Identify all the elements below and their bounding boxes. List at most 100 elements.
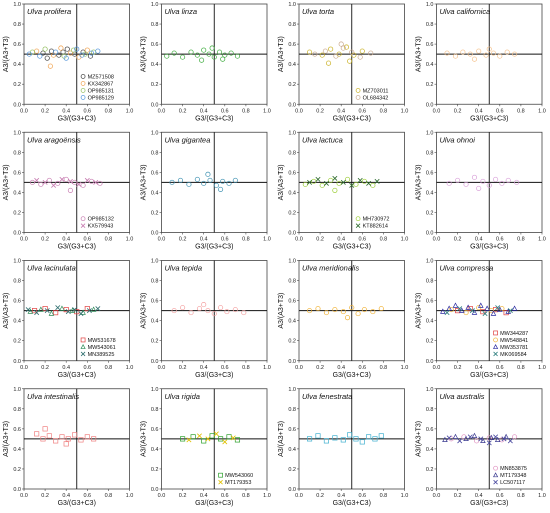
data-point bbox=[206, 51, 212, 57]
x-tick-label: 1.0 bbox=[126, 108, 134, 114]
y-tick-label: 0.2 bbox=[13, 339, 21, 345]
data-point bbox=[355, 88, 361, 93]
data-point bbox=[455, 177, 461, 183]
data-point bbox=[84, 434, 90, 440]
data-point bbox=[213, 182, 219, 188]
y-tick-label: 0.2 bbox=[426, 210, 434, 216]
x-tick-label: 0.0 bbox=[295, 365, 303, 371]
data-point bbox=[512, 434, 518, 440]
data-point bbox=[80, 351, 86, 357]
data-point bbox=[486, 182, 492, 188]
data-point bbox=[338, 41, 344, 47]
y-tick-label: 0.4 bbox=[151, 190, 159, 196]
data-point bbox=[67, 50, 73, 56]
series-1 bbox=[169, 171, 238, 192]
x-tick-label: 0.4 bbox=[62, 365, 70, 371]
data-point bbox=[440, 308, 446, 314]
data-point bbox=[490, 310, 497, 316]
legend-label: MW548841 bbox=[500, 338, 528, 344]
x-tick-label: 0.0 bbox=[433, 365, 441, 371]
data-point bbox=[311, 178, 317, 184]
x-tick-label: 0.4 bbox=[337, 237, 345, 243]
data-point bbox=[493, 337, 498, 343]
data-point bbox=[302, 181, 308, 187]
x-axis-label: G3/(G3+C3) bbox=[195, 244, 233, 251]
x-tick-label: 0.6 bbox=[496, 493, 504, 499]
legend-label: MH730972 bbox=[363, 217, 390, 223]
series-3 bbox=[440, 302, 518, 316]
data-point bbox=[82, 51, 88, 57]
data-point bbox=[471, 56, 478, 62]
y-tick-label: 0.8 bbox=[13, 279, 21, 285]
x-tick-label: 0.2 bbox=[179, 365, 187, 371]
y-axis-label: A3/(A3+T3) bbox=[278, 36, 285, 72]
y-tick-label: 0.0 bbox=[288, 102, 296, 108]
data-point bbox=[457, 438, 463, 444]
data-point bbox=[211, 311, 217, 317]
y-tick-label: 0.0 bbox=[426, 359, 434, 365]
data-point bbox=[53, 310, 59, 316]
data-point bbox=[230, 435, 236, 441]
data-point bbox=[467, 51, 473, 57]
series-3 bbox=[25, 305, 101, 317]
y-tick-label: 0.0 bbox=[13, 231, 21, 237]
data-point bbox=[65, 309, 71, 315]
y-tick-label: 0.4 bbox=[426, 447, 434, 453]
data-point bbox=[46, 177, 52, 183]
data-point bbox=[228, 50, 234, 56]
y-tick-label: 0.2 bbox=[426, 339, 434, 345]
panel-16: 0.00.0 0.2 0.2 0.4 0.4 0.6 0.6 0.8 0.8 1.0 1.0 G3/(… bbox=[416, 387, 546, 507]
x-tick-label: 0.8 bbox=[517, 493, 525, 499]
data-point bbox=[493, 465, 498, 471]
data-point bbox=[355, 216, 361, 222]
y-axis-label: A3/(A3+T3) bbox=[3, 36, 10, 72]
data-point bbox=[29, 49, 35, 55]
data-point bbox=[493, 434, 499, 440]
data-point bbox=[44, 55, 50, 61]
panel-title: Ulva lacinulata bbox=[27, 264, 76, 273]
data-point bbox=[201, 302, 207, 308]
x-tick-label: 0.4 bbox=[475, 108, 483, 114]
data-point bbox=[222, 439, 228, 445]
y-tick-label: 0.6 bbox=[151, 427, 159, 433]
data-point bbox=[366, 434, 372, 440]
y-tick-label: 0.4 bbox=[288, 319, 296, 325]
panel-title: Ulva aragoënsis bbox=[27, 135, 81, 144]
data-point bbox=[378, 306, 384, 312]
x-tick-label: 0.8 bbox=[380, 237, 388, 243]
data-point bbox=[80, 182, 86, 188]
x-tick-label: 0.6 bbox=[83, 365, 91, 371]
data-point bbox=[340, 309, 346, 315]
legend-label: OL684342 bbox=[363, 95, 389, 101]
y-tick-label: 0.2 bbox=[151, 82, 159, 88]
data-point bbox=[97, 180, 103, 186]
x-tick-label: 0.6 bbox=[83, 237, 91, 243]
legend-label: MZ571508 bbox=[88, 74, 114, 80]
x-tick-label: 0.6 bbox=[496, 108, 504, 114]
x-tick-label: 0.6 bbox=[83, 493, 91, 499]
y-tick-label: 0.8 bbox=[426, 279, 434, 285]
x-tick-label: 1.0 bbox=[126, 493, 134, 499]
data-point bbox=[459, 307, 465, 313]
x-tick-label: 0.8 bbox=[242, 237, 250, 243]
y-tick-label: 0.6 bbox=[13, 427, 21, 433]
data-point bbox=[471, 309, 478, 315]
data-point bbox=[88, 178, 95, 184]
data-point bbox=[378, 433, 384, 439]
panel-title: Ulva californica bbox=[440, 7, 491, 16]
data-point bbox=[27, 308, 34, 314]
data-point bbox=[357, 54, 363, 60]
data-point bbox=[323, 180, 329, 186]
data-point bbox=[59, 176, 65, 182]
x-tick-label: 0.4 bbox=[337, 493, 345, 499]
series-1 bbox=[306, 44, 365, 66]
data-point bbox=[34, 48, 40, 54]
data-point bbox=[446, 180, 452, 186]
y-axis-label: A3/(A3+T3) bbox=[278, 164, 285, 200]
data-point bbox=[91, 436, 97, 442]
data-point bbox=[497, 53, 503, 59]
series-1 bbox=[180, 433, 241, 444]
data-point bbox=[171, 50, 177, 56]
y-tick-label: 0.6 bbox=[13, 170, 21, 176]
legend-label: MW531678 bbox=[88, 338, 116, 344]
